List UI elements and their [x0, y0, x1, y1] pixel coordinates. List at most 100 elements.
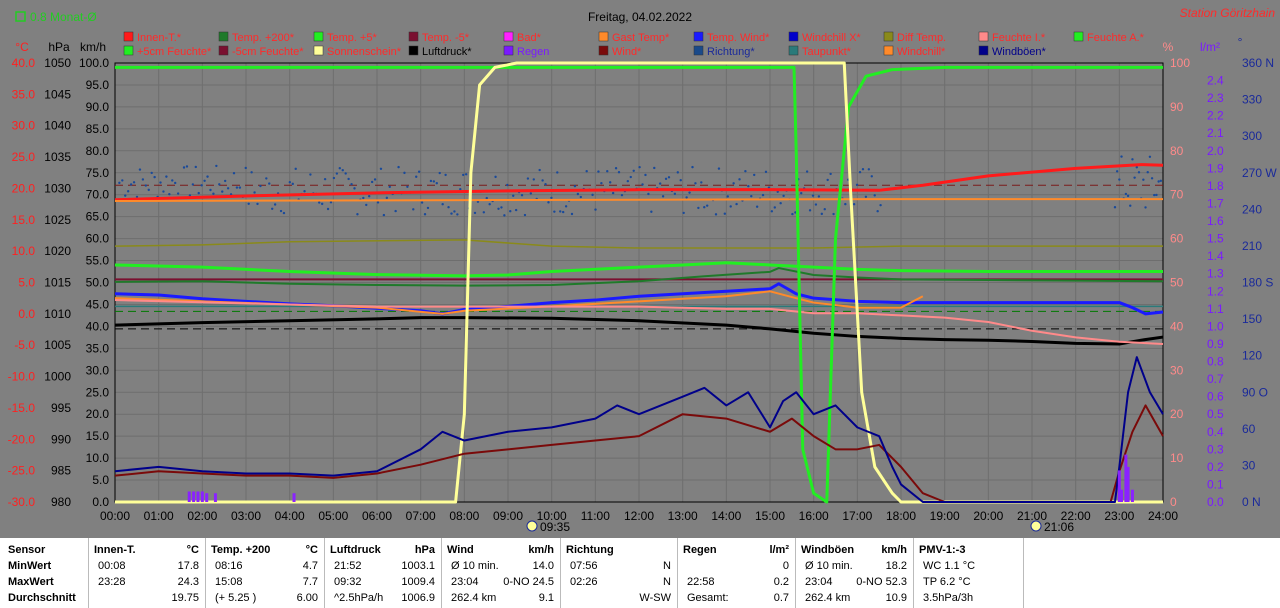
direction-point — [509, 210, 512, 213]
direction-point — [338, 166, 341, 170]
direction-point — [541, 179, 544, 182]
direction-point — [1159, 179, 1163, 183]
legend-swatch — [693, 45, 704, 56]
stats-cell-value: 10.9 — [885, 592, 907, 604]
direction-point — [182, 166, 186, 169]
humidity-tick-label: 30 — [1170, 363, 1184, 377]
stats-label-sensor: Sensor — [8, 544, 46, 556]
direction-point — [561, 210, 565, 214]
stats-col: Innen-T. °C 00:08 17.8 23:28 24.3 19.75 — [88, 538, 206, 608]
legend-swatch — [883, 45, 894, 56]
stats-row: 23:04 0-NO 52.3 — [795, 574, 913, 590]
direction-point — [1135, 166, 1139, 169]
direction-point — [638, 165, 641, 169]
direction-point — [629, 175, 632, 179]
direction-point — [864, 195, 868, 198]
direction-point — [412, 208, 415, 211]
direction-point — [124, 194, 127, 197]
wind-tick-label: 70.0 — [86, 188, 110, 202]
humidity-tick-label: 40 — [1170, 319, 1184, 333]
legend: Innen-T.* Temp. +200* Temp. +5* Temp. -5* Ba… — [123, 31, 1145, 58]
stats-row: Temp. +200 °C — [205, 542, 324, 558]
time-tick-label: 13:00 — [668, 509, 698, 523]
direction-point — [744, 169, 747, 173]
direction-point — [132, 181, 136, 184]
direction-point — [735, 202, 738, 206]
rain-tick-label: 1.0 — [1207, 319, 1224, 333]
direction-point — [444, 173, 447, 177]
direction-point — [658, 182, 662, 185]
direction-point — [553, 210, 556, 213]
series-line — [114, 299, 1164, 345]
rain-tick-label: 1.9 — [1207, 161, 1224, 175]
monthly-avg-checkbox[interactable] — [15, 11, 26, 22]
legend-swatch — [123, 31, 134, 42]
direction-point — [564, 205, 568, 208]
stats-row: Ø 10 min. 18.2 — [795, 558, 913, 574]
direction-point — [626, 179, 630, 183]
stats-col: Wind km/h Ø 10 min. 14.0 23:04 0-NO 24.5 262.4… — [441, 538, 561, 608]
temp-tick-label: -15.0 — [8, 401, 36, 415]
direction-point — [394, 209, 397, 213]
stats-row: Wind km/h — [441, 542, 560, 558]
temp-tick-label: 30.0 — [12, 119, 36, 133]
direction-point — [256, 202, 259, 206]
direction-point — [753, 173, 756, 177]
pressure-tick-label: 1020 — [44, 244, 71, 258]
direction-point — [805, 170, 809, 173]
direction-point — [870, 175, 873, 178]
stats-cell-label: (+ 5.25 ) — [215, 592, 257, 604]
direction-point — [1124, 192, 1128, 196]
rain-bar — [205, 493, 209, 502]
direction-point — [1133, 176, 1136, 179]
time-tick-label: 14:00 — [711, 509, 741, 523]
direction-point — [456, 213, 459, 216]
stats-cell-value: 17.8 — [177, 560, 199, 572]
humidity-tick-label: 20 — [1170, 407, 1184, 421]
series-line — [115, 65, 1163, 504]
direction-point — [500, 206, 503, 209]
stats-cell-label: 23:28 — [98, 576, 126, 588]
rain-bar — [1126, 466, 1130, 502]
direction-point — [226, 187, 230, 190]
rain-tick-label: 0.8 — [1207, 355, 1224, 369]
stats-cell-label: 23:04 — [451, 576, 479, 588]
direction-point — [855, 183, 859, 186]
direction-point — [344, 172, 347, 175]
legend-swatch — [218, 31, 229, 42]
axes-layer: 40.0 35.0 30.0 25.0 20.0 15.0 10.0 5.0 0.0 -5.0 -1… — [8, 56, 1278, 523]
direction-tick-label: 210 — [1242, 239, 1262, 253]
direction-point — [362, 196, 365, 200]
stats-cell-value: 0-NO 52.3 — [856, 576, 907, 588]
sunset-time-label: 21:06 — [1044, 520, 1074, 534]
direction-point — [238, 186, 242, 189]
stats-cell-value: 6.00 — [296, 592, 318, 604]
legend-swatch — [883, 31, 894, 42]
direction-point — [435, 182, 438, 185]
direction-tick-label: 90 O — [1242, 385, 1268, 399]
stats-cell-label: 07:56 — [570, 560, 598, 572]
time-tick-label: 10:00 — [537, 509, 567, 523]
legend-label: Feuchte I.* — [992, 32, 1046, 44]
legend-swatch — [503, 45, 514, 56]
direction-point — [420, 201, 424, 204]
stats-cell-value: 7.7 — [302, 576, 318, 588]
direction-point — [221, 190, 224, 193]
monthly-avg-label: 0.8 Monat-Ø — [30, 10, 97, 24]
direction-tick-label: 270 W — [1242, 166, 1277, 180]
legend-label: Temp. +200* — [232, 32, 295, 44]
stats-cell-value: 0-NO 24.5 — [503, 576, 554, 588]
temp-tick-label: 15.0 — [12, 213, 36, 227]
humidity-tick-label: 70 — [1170, 188, 1184, 202]
direction-point — [650, 210, 653, 213]
stats-cell-value: W-SW — [639, 592, 671, 604]
temp-tick-label: -25.0 — [8, 464, 36, 478]
direction-point — [168, 192, 171, 196]
direction-point — [732, 182, 735, 185]
direction-point — [606, 170, 609, 173]
legend-label: Temp. +5* — [327, 32, 378, 44]
stats-cell-value: 4.7 — [302, 560, 318, 572]
time-tick-label: 01:00 — [144, 509, 174, 523]
temp-tick-label: 0.0 — [18, 307, 35, 321]
direction-point — [206, 175, 209, 178]
